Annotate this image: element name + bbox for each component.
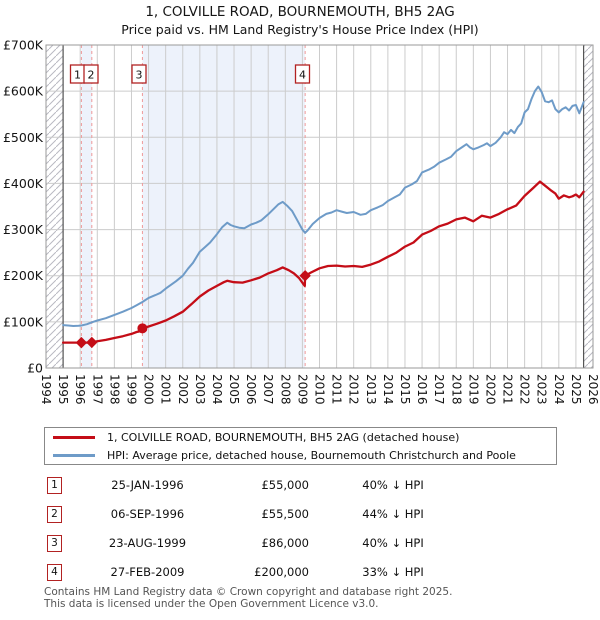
footer-line-1: Contains HM Land Registry data © Crown c… — [44, 586, 453, 598]
x-axis-year-label: 2009 — [295, 374, 309, 405]
sale-number-label: 2 — [88, 69, 95, 82]
y-axis-tick-label: £100K — [3, 314, 44, 329]
page-subtitle: Price paid vs. HM Land Registry's House … — [121, 22, 479, 37]
x-axis-year-label: 2016 — [415, 374, 429, 405]
sale-date: 23-AUG-1999 — [108, 536, 187, 550]
ownership-shade-band — [142, 45, 306, 368]
x-axis-year-label: 2003 — [193, 374, 207, 405]
x-axis-year-label: 2014 — [381, 374, 395, 405]
legend-label-price: 1, COLVILLE ROAD, BOURNEMOUTH, BH5 2AG (… — [107, 430, 460, 444]
sale-price: £55,500 — [261, 507, 309, 521]
x-axis-year-label: 2004 — [210, 374, 224, 405]
x-axis-year-label: 1996 — [73, 374, 87, 405]
y-axis-tick-label: £700K — [3, 38, 44, 53]
sale-row-4: 4 27-FEB-2009 £200,000 33% ↓ HPI — [44, 564, 556, 582]
sale-vs-hpi: 33% ↓ HPI — [362, 565, 424, 579]
sale-vs-hpi: 40% ↓ HPI — [362, 478, 424, 492]
sale-date: 27-FEB-2009 — [110, 565, 185, 579]
sale-vs-hpi: 44% ↓ HPI — [362, 507, 424, 521]
x-axis-year-label: 1997 — [90, 374, 104, 405]
x-axis-year-label: 1998 — [107, 374, 121, 405]
x-axis-year-label: 1995 — [56, 374, 70, 405]
sale-price: £55,000 — [261, 478, 309, 492]
x-axis-year-label: 2022 — [518, 374, 532, 405]
sale-vs-hpi: 40% ↓ HPI — [362, 536, 424, 550]
sale-row-3: 3 23-AUG-1999 £86,000 40% ↓ HPI — [44, 535, 556, 553]
hpi-line-swatch — [53, 453, 95, 457]
hpi-line — [62, 85, 585, 327]
no-data-hatch-band — [583, 45, 593, 368]
sale-price: £200,000 — [254, 565, 309, 579]
x-axis-year-label: 2007 — [261, 374, 275, 405]
legend-row-price: 1, COLVILLE ROAD, BOURNEMOUTH, BH5 2AG (… — [45, 428, 556, 446]
x-axis-year-label: 2021 — [501, 374, 515, 405]
x-axis-year-label: 1994 — [39, 374, 53, 405]
x-axis-year-label: 2015 — [398, 374, 412, 405]
page-title: 1, COLVILLE ROAD, BOURNEMOUTH, BH5 2AG — [145, 4, 455, 20]
sale-number-badge: 4 — [47, 564, 62, 581]
sale-number-box — [131, 64, 147, 84]
sale-row-2: 2 06-SEP-1996 £55,500 44% ↓ HPI — [44, 506, 556, 524]
plot-border — [45, 44, 594, 369]
no-data-hatch-band — [46, 45, 64, 368]
sale-row-1: 1 25-JAN-1996 £55,000 40% ↓ HPI — [44, 477, 556, 495]
sale-marker — [299, 270, 311, 282]
sale-number-badge: 3 — [47, 535, 62, 552]
y-axis-tick-label: £500K — [3, 130, 44, 145]
sale-marker — [137, 323, 148, 334]
y-axis-tick-label: £200K — [3, 268, 44, 283]
sale-number-box — [294, 64, 311, 84]
sale-number-label: 3 — [136, 69, 143, 82]
x-axis-year-label: 2026 — [586, 374, 600, 405]
y-axis-tick-label: £400K — [3, 176, 44, 191]
price-history-chart: £0 £100K £200K £300K £400K £500K £600K £700K 199… — [3, 38, 600, 405]
sale-number-label: 4 — [299, 69, 306, 82]
y-axis-tick-label: £0 — [27, 361, 43, 376]
x-axis-year-label: 2018 — [449, 374, 463, 405]
x-axis-year-label: 2001 — [159, 374, 173, 405]
sale-marker — [86, 336, 98, 349]
x-axis-year-label: 2017 — [432, 374, 446, 405]
x-axis-year-label: 2005 — [227, 374, 241, 405]
sale-number-badge: 1 — [47, 477, 62, 494]
price-line-swatch — [53, 435, 95, 439]
x-axis-year-label: 2025 — [569, 374, 583, 405]
legend-row-hpi: HPI: Average price, detached house, Bour… — [45, 446, 556, 464]
sale-date: 25-JAN-1996 — [111, 478, 184, 492]
x-axis-year-label: 2010 — [313, 374, 327, 405]
x-axis-year-label: 2008 — [278, 374, 292, 405]
x-axis-year-label: 2023 — [535, 374, 549, 405]
y-axis-tick-label: £600K — [3, 84, 44, 99]
sale-marker — [75, 336, 88, 349]
y-axis-tick-label: £300K — [3, 222, 44, 237]
ownership-shade-band — [81, 45, 92, 368]
x-axis-year-label: 2000 — [142, 374, 156, 405]
footer-line-2: This data is licensed under the Open Gov… — [44, 597, 379, 610]
x-axis-year-label: 2024 — [552, 374, 566, 405]
sale-number-box — [83, 64, 99, 84]
x-axis-year-label: 2002 — [176, 374, 190, 405]
x-axis-year-label: 2019 — [466, 374, 480, 405]
x-axis-year-label: 2011 — [330, 374, 344, 405]
sale-price: £86,000 — [261, 536, 309, 550]
chart-legend: 1, COLVILLE ROAD, BOURNEMOUTH, BH5 2AG (… — [44, 427, 557, 465]
sale-number-label: 1 — [74, 69, 81, 82]
legend-label-hpi: HPI: Average price, detached house, Bour… — [107, 448, 516, 462]
x-axis-year-label: 2020 — [483, 374, 497, 405]
copyright-footer: Contains HM Land Registry data © Crown c… — [44, 586, 453, 610]
x-axis-year-label: 1999 — [124, 374, 138, 405]
x-axis-year-label: 2012 — [347, 374, 361, 405]
sale-date: 06-SEP-1996 — [110, 507, 185, 521]
x-axis-year-label: 2013 — [364, 374, 378, 405]
x-axis-year-label: 2006 — [244, 374, 258, 405]
sale-number-badge: 2 — [47, 506, 62, 523]
